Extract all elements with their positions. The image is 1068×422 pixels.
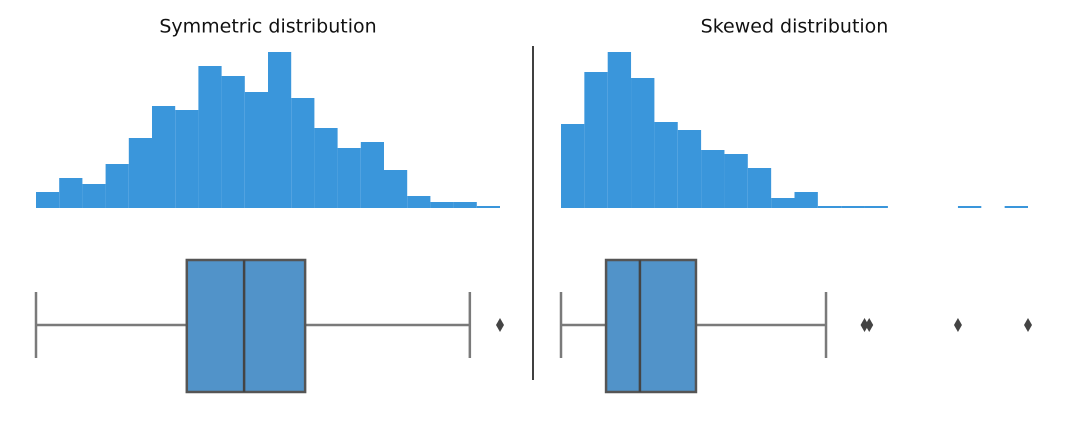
histogram-bar — [221, 76, 245, 208]
histogram-bar — [771, 198, 795, 208]
histogram-bar — [957, 206, 982, 208]
histogram-bar — [453, 202, 477, 208]
histogram-bar — [794, 192, 818, 208]
flier — [1024, 318, 1032, 332]
histogram-bar — [407, 196, 431, 208]
histogram-bar — [175, 110, 199, 208]
box — [185, 258, 307, 394]
flier — [953, 318, 962, 332]
flier — [865, 318, 874, 332]
panel-title: Symmetric distribution — [159, 16, 376, 38]
histogram-bar — [430, 202, 454, 208]
histogram-bar — [291, 98, 315, 208]
flier — [496, 318, 504, 332]
histogram-bar — [105, 164, 129, 208]
histogram-bar — [1004, 206, 1028, 208]
histogram-bar — [36, 192, 60, 208]
histogram-bar — [747, 168, 772, 208]
histogram-bar — [337, 148, 361, 208]
histogram-bar — [268, 52, 292, 208]
histogram-bar — [244, 92, 268, 208]
histogram-bar — [128, 138, 152, 208]
histogram-bar — [631, 78, 655, 208]
flier — [860, 318, 869, 332]
histogram-bar — [198, 66, 222, 208]
histogram-bar — [584, 72, 608, 208]
histogram-bar — [82, 184, 106, 208]
histogram-bar — [841, 206, 865, 208]
histogram-bar — [607, 52, 632, 208]
box — [604, 258, 698, 394]
histogram-bar — [152, 106, 176, 208]
histogram-bar — [654, 122, 678, 208]
panel-title: Skewed distribution — [701, 16, 889, 38]
histogram-bar — [864, 206, 888, 208]
histogram-bar — [817, 206, 842, 208]
histogram-bar — [314, 128, 338, 208]
histogram-bar — [476, 206, 500, 208]
histogram-bar — [561, 124, 585, 208]
histogram-bar — [360, 142, 384, 208]
histogram-bar — [724, 154, 748, 208]
histogram-bar — [59, 178, 83, 208]
histogram-bar — [677, 130, 702, 208]
histogram-bar — [701, 150, 725, 208]
histogram-bar — [384, 170, 408, 208]
